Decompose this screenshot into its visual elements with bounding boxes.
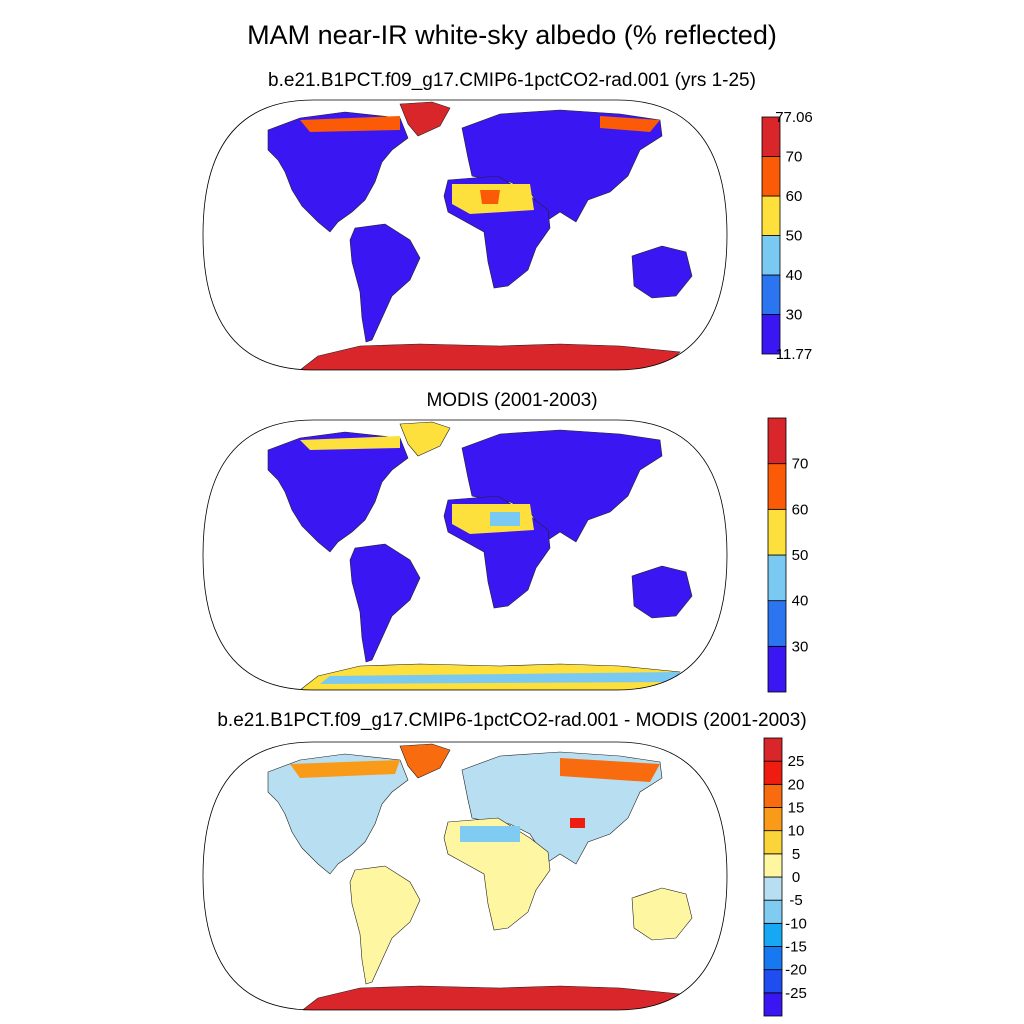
- colorbar-segment: [767, 417, 787, 465]
- colorbar-label: 50: [786, 228, 803, 245]
- siberia-rim: [600, 116, 660, 132]
- colorbar-segment: [763, 807, 783, 832]
- australia-land: [631, 245, 693, 299]
- colorbar-label: -20: [785, 962, 807, 979]
- figure-title: MAM near-IR white-sky albedo (% reflecte…: [247, 20, 777, 50]
- colorbar-label: -5: [789, 892, 802, 909]
- colorbar-label: 10: [788, 823, 805, 840]
- australia-land: [631, 565, 693, 619]
- southAmerica-land: [349, 223, 421, 343]
- colorbar-label: -25: [785, 985, 807, 1002]
- colorbar-segment: [761, 235, 781, 276]
- map-frame: [202, 741, 728, 1011]
- siberia-warm: [560, 758, 660, 782]
- southAmerica-land: [349, 543, 421, 663]
- colorbar-segment: [763, 899, 783, 924]
- colorbar-segment: [763, 992, 783, 1017]
- colorbar-label: 30: [792, 638, 809, 655]
- antarctica-land: [299, 343, 681, 370]
- land-layer: [267, 743, 693, 1010]
- colorbar-2: 30 40 50 60 70: [767, 417, 809, 693]
- colorbar-label: -10: [785, 915, 807, 932]
- colorbar-segment: [761, 274, 781, 315]
- colorbar-label: -15: [785, 939, 807, 956]
- colorbar-label: 30: [786, 307, 803, 324]
- colorbar-segment: [763, 853, 783, 878]
- colorbar-segment: [763, 946, 783, 971]
- panel3-title: b.e21.B1PCT.f09_g17.CMIP6-1pctCO2-rad.00…: [217, 710, 807, 731]
- colorbar-segment: [761, 195, 781, 236]
- arctic-rim: [300, 116, 400, 132]
- colorbar-label: 60: [792, 501, 809, 518]
- colorbar-segment: [763, 922, 783, 947]
- colorbar-label: 11.77: [776, 346, 812, 363]
- antarctic-light: [320, 672, 680, 684]
- panel2-title: MODIS (2001-2003): [426, 390, 598, 411]
- map-frame: [202, 99, 728, 371]
- australia-land: [631, 887, 693, 941]
- land-layer: [267, 421, 693, 690]
- colorbar-label: 40: [786, 267, 803, 284]
- colorbar-label: 50: [792, 547, 809, 564]
- colorbar-segment: [763, 760, 783, 785]
- colorbar-label: 25: [788, 753, 805, 770]
- colorbar-segment: [761, 116, 781, 157]
- colorbar-segment: [767, 463, 787, 510]
- colorbar-segment: [763, 969, 783, 994]
- colorbar-label: 77.06: [775, 109, 813, 126]
- sahara-light: [490, 512, 520, 526]
- colorbar-label: 0: [792, 869, 800, 886]
- greenland-land: [399, 743, 451, 779]
- colorbar-segment: [767, 600, 787, 647]
- africa-land: [443, 817, 551, 931]
- colorbar-label: 20: [788, 776, 805, 793]
- colorbar-segment: [763, 830, 783, 855]
- colorbar-label: 40: [792, 593, 809, 610]
- map-panel-2: [202, 419, 728, 691]
- colorbar-segment: [761, 156, 781, 197]
- colorbar-label: 5: [792, 846, 800, 863]
- colorbar-segment: [763, 737, 783, 762]
- colorbar-segment: [767, 508, 787, 556]
- colorbar-label: 15: [788, 800, 805, 817]
- map-frame: [202, 419, 728, 691]
- antarctica-land: [299, 985, 681, 1010]
- arctic-rim: [300, 436, 400, 450]
- map-panel-3: [202, 741, 728, 1011]
- greenland-land: [399, 421, 451, 457]
- southAmerica-land: [349, 865, 421, 985]
- colorbar-segment: [763, 783, 783, 808]
- tibet-red: [570, 818, 585, 828]
- land-layer: [267, 101, 693, 370]
- colorbar-3: -25 -20 -15 -10 -5 0 5 10 15 20 25: [763, 737, 807, 1017]
- colorbar-segment: [763, 876, 783, 901]
- colorbar-segment: [767, 645, 787, 693]
- map-panel-1: [202, 99, 728, 371]
- panel1-title: b.e21.B1PCT.f09_g17.CMIP6-1pctCO2-rad.00…: [268, 70, 756, 91]
- arctic-na-warm: [290, 760, 400, 778]
- colorbar-1: 11.77 30 40 50 60 70 77.06: [761, 109, 813, 363]
- colorbar-label: 60: [786, 188, 803, 205]
- colorbar-segment: [767, 554, 787, 602]
- sahara-core: [480, 190, 500, 204]
- colorbar-label: 70: [792, 456, 809, 473]
- colorbar-label: 70: [786, 149, 803, 166]
- sahara-cool: [460, 826, 520, 842]
- greenland-land: [399, 101, 451, 137]
